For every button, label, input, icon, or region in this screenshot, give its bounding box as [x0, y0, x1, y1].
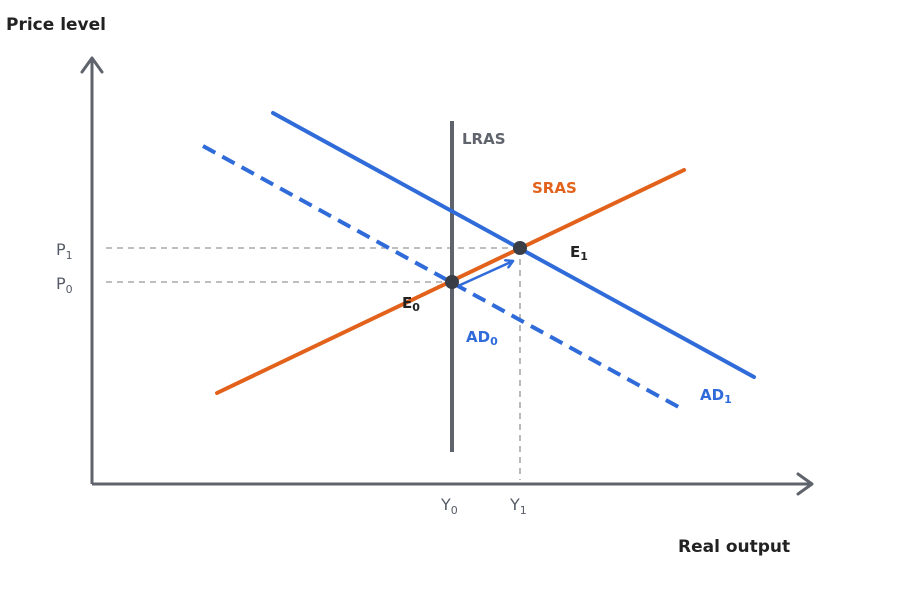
equilibrium-point-e0 [445, 275, 459, 289]
tick-label-y0: Y0 [440, 495, 458, 517]
x-axis-arrow [796, 472, 814, 496]
axes [80, 56, 814, 496]
equilibrium-point-e1 [513, 241, 527, 255]
x-axis-title: Real output [678, 537, 790, 557]
y-axis-arrow [80, 56, 104, 74]
ad0-label: AD0 [466, 328, 498, 348]
y-axis-title: Price level [6, 15, 106, 35]
e0-label: E0 [402, 294, 420, 314]
ad1-curve [271, 111, 756, 379]
lras-label: LRAS [462, 130, 506, 148]
ad1-label: AD1 [700, 386, 732, 406]
tick-label-p1: P1 [56, 240, 73, 262]
tick-label-y1: Y1 [509, 495, 527, 517]
ad0-curve [202, 144, 685, 412]
shift-arrow [456, 261, 515, 288]
sras-label: SRAS [532, 179, 577, 197]
tick-label-p0: P0 [56, 274, 73, 296]
e1-label: E1 [570, 243, 588, 263]
